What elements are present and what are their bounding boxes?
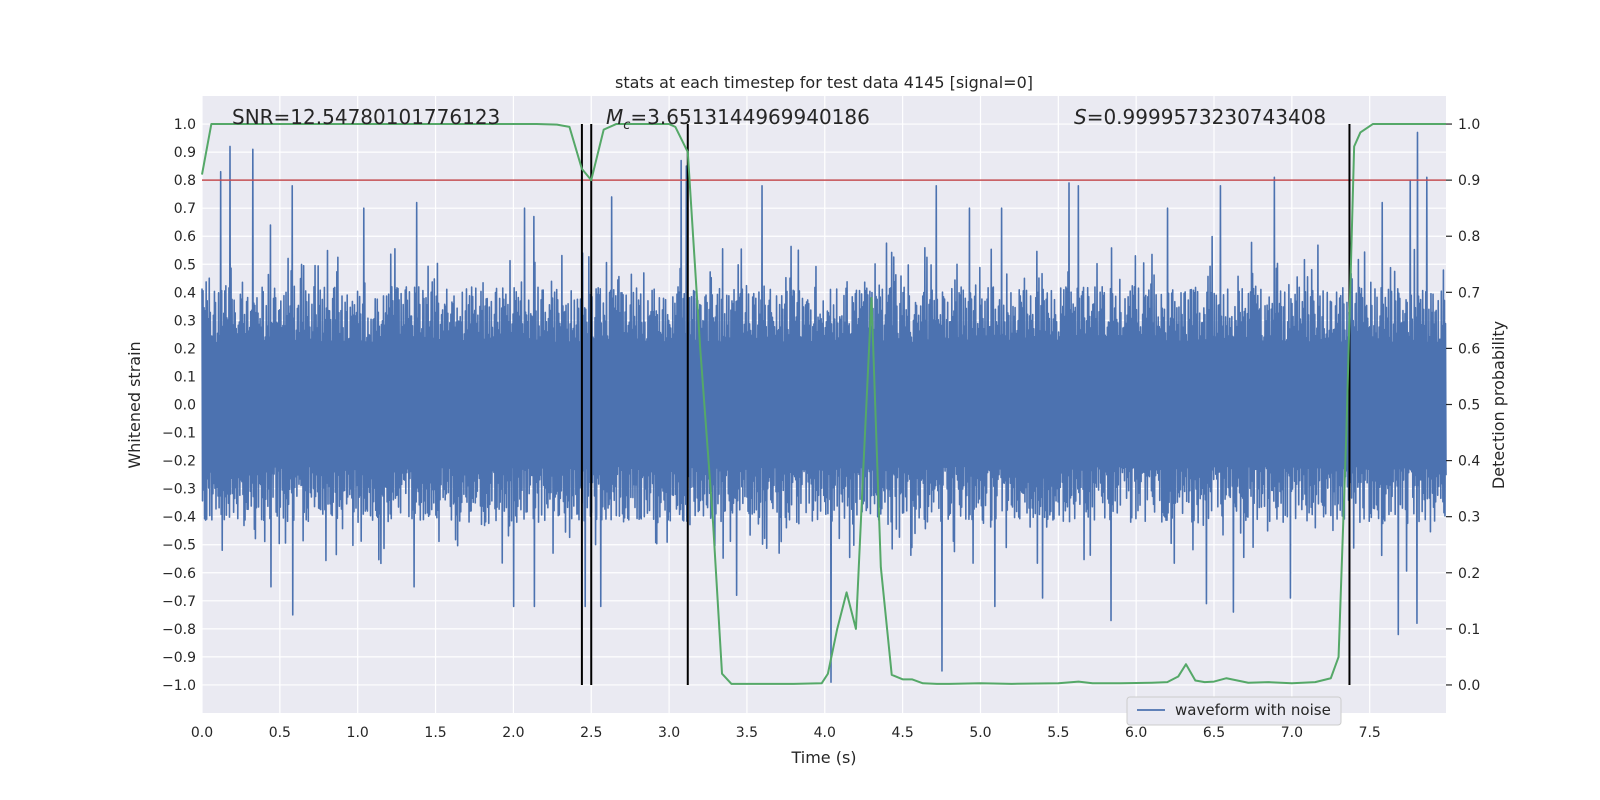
y-tick-label: 0.6 [174, 229, 196, 245]
y2-tick-label: 0.6 [1458, 341, 1480, 357]
x-tick-label: 7.0 [1281, 725, 1303, 741]
x-tick-label: 4.0 [814, 725, 836, 741]
y-tick-label: −0.6 [162, 566, 196, 582]
y2-tick-label: 0.5 [1458, 398, 1480, 414]
x-tick-label: 3.0 [658, 725, 680, 741]
y2-axis-label: Detection probability [1489, 321, 1508, 489]
y-tick-label: −0.1 [162, 426, 196, 442]
y-tick-label: −0.8 [162, 622, 196, 638]
y-axis-label: Whitened strain [125, 341, 144, 468]
y2-tick-label: 1.0 [1458, 117, 1480, 133]
snr-annotation: SNR=12.54780101776123 [232, 105, 500, 129]
y-tick-label: 0.2 [174, 341, 196, 357]
probability-line [201, 123, 1446, 685]
x-tick-label: 2.0 [502, 725, 524, 741]
chirp-mass-value: =3.6513144969940186 [630, 105, 869, 129]
waveform-line [201, 131, 1447, 683]
y-tick-label: 0.8 [174, 173, 196, 189]
y-tick-label: −0.9 [162, 650, 196, 666]
x-axis-ticks: 0.0 0.5 1.0 1.5 2.0 2.5 3.0 3.5 4.0 4.5 5.0 5.5 6.0 6… [191, 725, 1381, 741]
legend: waveform with noise [1126, 696, 1342, 726]
x-tick-label: 2.5 [580, 725, 602, 741]
y-tick-label: 0.4 [174, 285, 196, 301]
x-tick-label: 1.0 [347, 725, 369, 741]
y-tick-label: 0.0 [174, 398, 196, 414]
x-tick-label: 3.5 [736, 725, 758, 741]
y-tick-label: −0.7 [162, 594, 196, 610]
x-tick-label: 5.0 [969, 725, 991, 741]
legend-label: waveform with noise [1175, 701, 1331, 719]
y-tick-label: −0.3 [162, 482, 196, 498]
y-tick-label: 0.5 [174, 257, 196, 273]
score-value: =0.9999573230743408 [1087, 105, 1326, 129]
chart-title: stats at each timestep for test data 414… [615, 73, 1033, 92]
y2-tick-label: 0.1 [1458, 622, 1480, 638]
chirp-mass-annotation: Mc=3.6513144969940186 [606, 105, 870, 133]
y-tick-label: −0.4 [162, 510, 196, 526]
y-axis-ticks: −1.0 −0.9 −0.8 −0.7 −0.6 −0.5 −0.4 −0.3 −0.2 −0.1… [162, 117, 196, 694]
y2-tick-label: 0.2 [1458, 566, 1480, 582]
chirp-mass-symbol: M [606, 105, 623, 129]
y2-tick-label: 0.8 [1458, 229, 1480, 245]
x-tick-label: 6.5 [1203, 725, 1225, 741]
chirp-mass-subscript: c [623, 118, 630, 133]
probability-series [201, 123, 1446, 685]
x-axis-label: Time (s) [790, 748, 856, 767]
x-tick-label: 4.5 [891, 725, 913, 741]
y-tick-label: 0.3 [174, 313, 196, 329]
y2-tick-label: 0.9 [1458, 173, 1480, 189]
y-tick-label: 1.0 [174, 117, 196, 133]
y-tick-label: 0.9 [174, 145, 196, 161]
x-tick-label: 0.5 [269, 725, 291, 741]
waveform-series [201, 131, 1447, 683]
x-tick-label: 1.5 [424, 725, 446, 741]
score-annotation: S=0.9999573230743408 [1074, 105, 1326, 129]
y-tick-label: 0.7 [174, 201, 196, 217]
y-tick-label: −1.0 [162, 678, 196, 694]
y-tick-label: 0.1 [174, 369, 196, 385]
x-tick-label: 6.0 [1125, 725, 1147, 741]
x-tick-label: 0.0 [191, 725, 213, 741]
y2-tick-label: 0.0 [1458, 678, 1480, 694]
y2-tick-label: 0.4 [1458, 454, 1480, 470]
x-tick-label: 7.5 [1359, 725, 1381, 741]
score-symbol: S [1074, 105, 1087, 129]
y-tick-label: −0.2 [162, 454, 196, 470]
y-tick-label: −0.5 [162, 538, 196, 554]
legend-box [1126, 696, 1342, 726]
y2-tick-label: 0.7 [1458, 285, 1480, 301]
y2-axis-ticks: 0.0 0.1 0.2 0.3 0.4 0.5 0.6 0.7 0.8 0.9 1.0 [1446, 117, 1480, 694]
y2-tick-label: 0.3 [1458, 510, 1480, 526]
x-tick-label: 5.5 [1047, 725, 1069, 741]
event-markers [580, 124, 1351, 685]
